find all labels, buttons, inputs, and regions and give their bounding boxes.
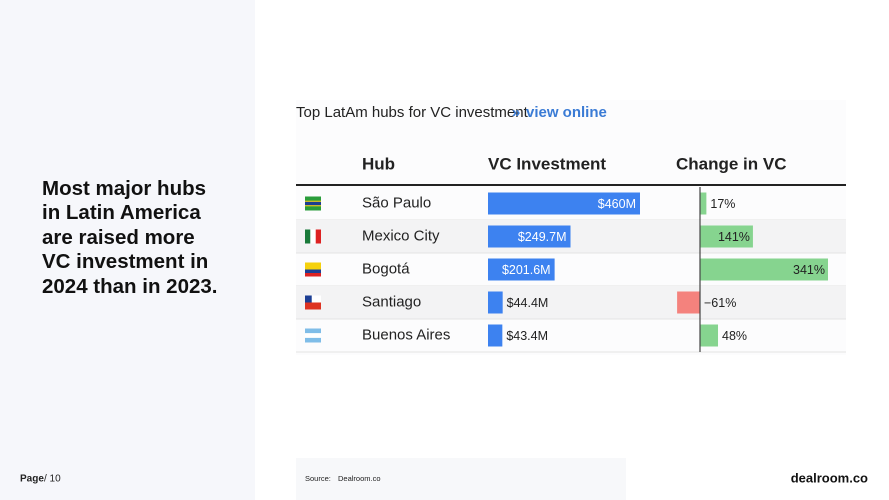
investment-bar	[488, 324, 503, 347]
column-header: Hub	[362, 154, 395, 173]
investment-label: $201.6M	[502, 263, 551, 277]
source-text: Dealroom.co	[338, 474, 381, 483]
logo: dealroom.co	[791, 470, 868, 485]
investment-label: $460M	[598, 197, 636, 211]
flag-canton	[305, 295, 312, 303]
hub-name: Santiago	[362, 293, 421, 310]
hub-name: São Paulo	[362, 194, 431, 211]
hub-name: Mexico City	[362, 227, 440, 244]
investment-label: $43.4M	[506, 329, 548, 343]
source-panel	[296, 458, 626, 500]
page-label: Page	[20, 474, 44, 485]
investment-bar	[488, 291, 503, 314]
column-header: VC Investment	[488, 154, 606, 173]
column-header: Change in VC	[676, 154, 787, 173]
investment-bar	[488, 225, 571, 248]
hub-name: Bogotá	[362, 260, 410, 277]
flag-stripe	[305, 262, 321, 270]
view-online-link[interactable]: view online	[526, 104, 607, 121]
change-bar	[700, 192, 707, 215]
flag-stripe	[305, 333, 321, 338]
flag-stripe	[305, 201, 321, 206]
change-bar	[700, 324, 719, 347]
flag-stripe	[305, 273, 321, 277]
investment-label: $44.4M	[507, 296, 549, 310]
headline: Most major hubs in Latin America are rai…	[42, 177, 218, 298]
change-bar	[700, 225, 753, 248]
source-label: Source:	[305, 474, 331, 483]
change-bar	[677, 291, 700, 314]
change-label: −61%	[704, 296, 736, 310]
investment-label: $249.7M	[518, 230, 567, 244]
change-label: 17%	[710, 197, 735, 211]
investment-bar	[488, 258, 555, 281]
change-label: 48%	[722, 329, 747, 343]
flag-stripe	[315, 229, 321, 244]
flag-stripe	[305, 269, 321, 273]
change-bar	[700, 258, 828, 281]
page-total: / 10	[44, 474, 61, 485]
link-marker: »	[512, 104, 520, 121]
table-title: Top LatAm hubs for VC investment	[296, 104, 529, 121]
change-label: 341%	[793, 263, 825, 277]
hub-name: Buenos Aires	[362, 326, 450, 343]
row-background	[296, 220, 846, 253]
flag-stripe	[305, 229, 311, 244]
side-panel	[0, 0, 255, 500]
investment-bar	[488, 192, 640, 215]
row-background	[296, 286, 846, 319]
change-label: 141%	[718, 230, 750, 244]
flag-stripe	[305, 302, 321, 310]
